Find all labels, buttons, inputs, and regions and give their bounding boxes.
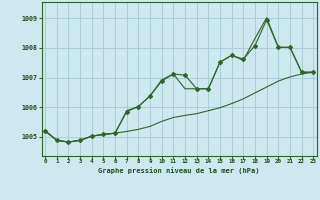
X-axis label: Graphe pression niveau de la mer (hPa): Graphe pression niveau de la mer (hPa) [99, 167, 260, 174]
